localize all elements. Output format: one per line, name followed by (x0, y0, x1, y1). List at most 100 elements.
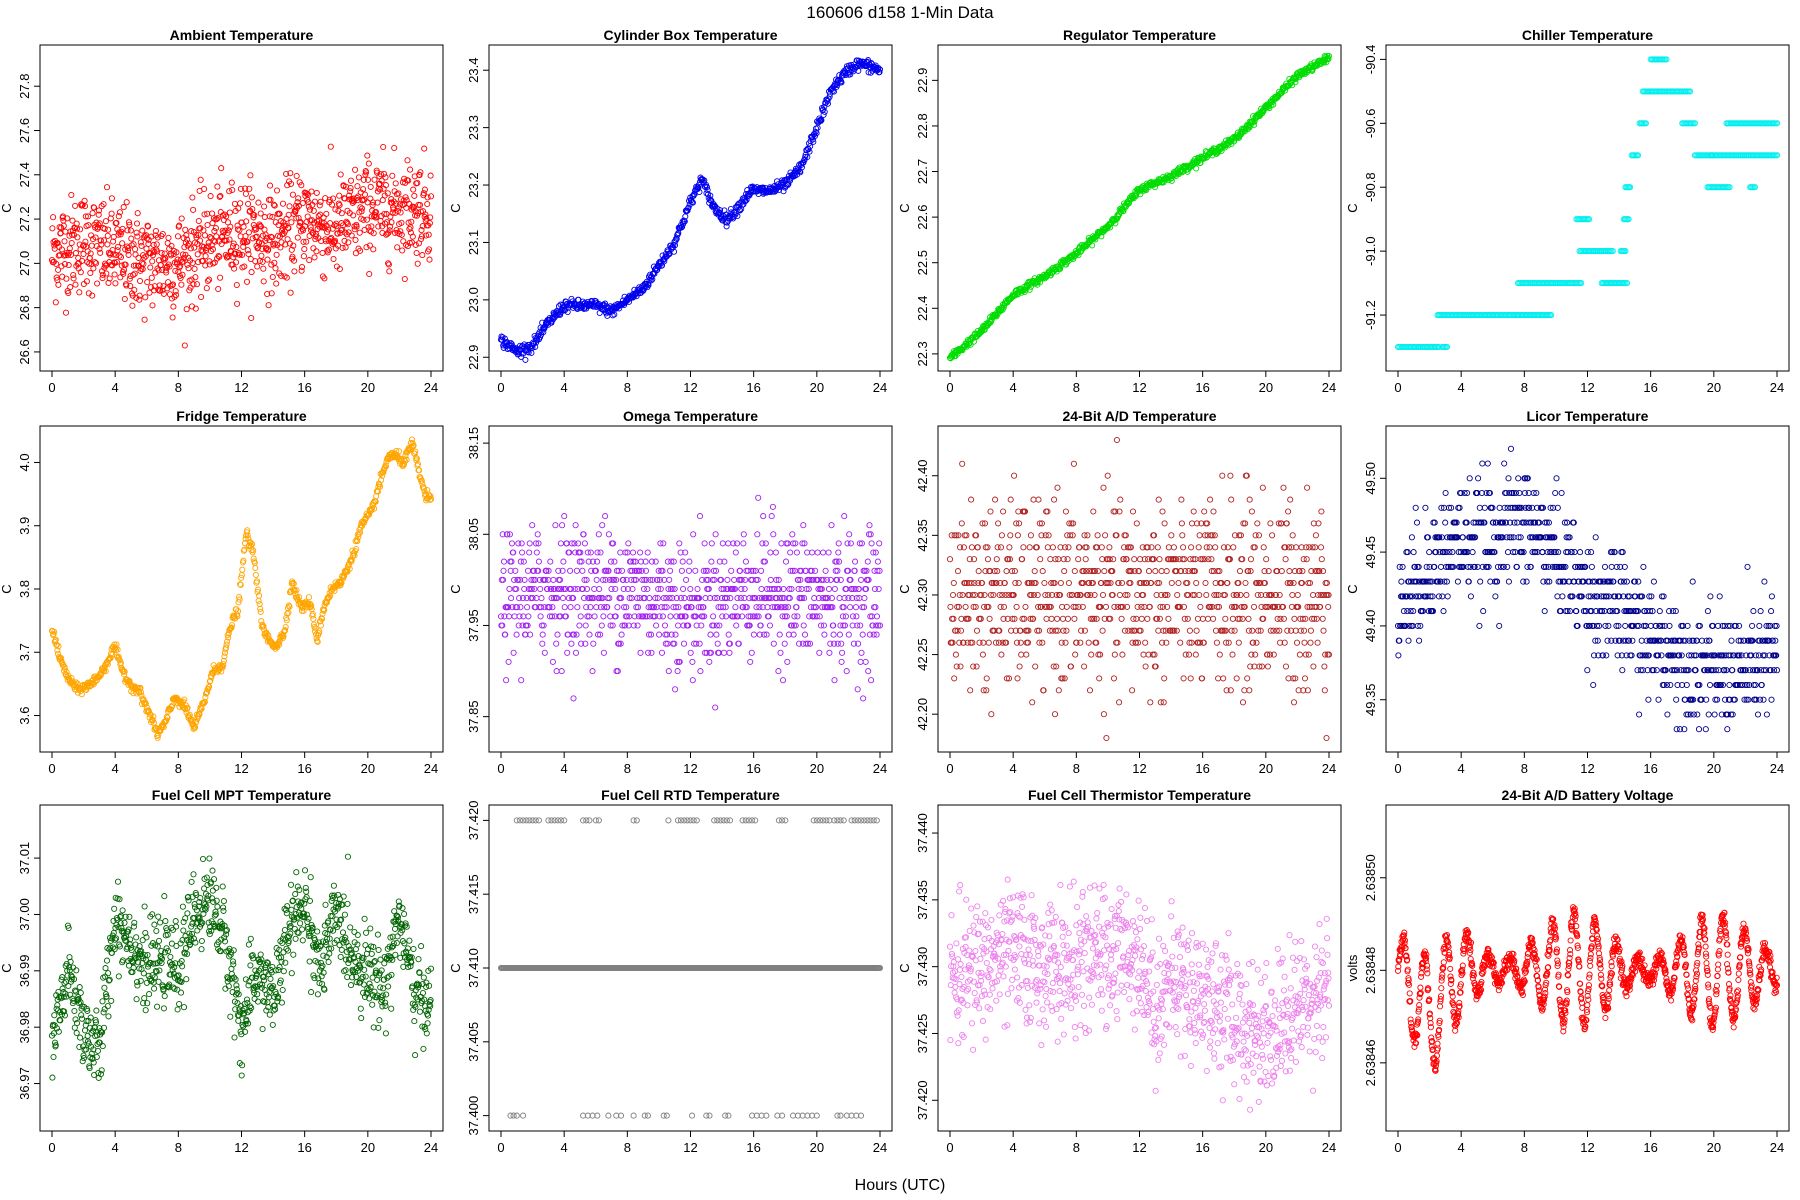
data-point (108, 195, 115, 202)
data-point (392, 180, 399, 187)
data-point (1075, 556, 1082, 563)
data-point (680, 640, 688, 647)
data-point (661, 622, 669, 629)
data-point (560, 558, 567, 565)
data-point (192, 305, 199, 312)
data-point (581, 540, 588, 547)
data-point (708, 540, 715, 547)
data-point (725, 540, 732, 547)
data-point (294, 204, 301, 211)
data-point (1064, 556, 1071, 563)
y-tick-label: -91.2 (1363, 300, 1378, 330)
data-point (201, 232, 208, 239)
data-point (181, 342, 188, 349)
data-point (305, 594, 313, 601)
data-point (155, 267, 162, 274)
x-tick-label: 0 (48, 761, 55, 776)
data-point (183, 306, 190, 313)
data-point (653, 622, 660, 629)
data-point (52, 299, 59, 306)
data-point (321, 275, 328, 282)
data-point (741, 595, 748, 602)
data-point (290, 210, 297, 217)
data-point (248, 194, 255, 201)
data-point (70, 275, 77, 282)
data-point (637, 549, 644, 556)
data-point (674, 668, 681, 675)
data-point (960, 544, 967, 551)
x-tick-label: 0 (1394, 380, 1401, 395)
data-point (369, 202, 376, 209)
data-point (1014, 675, 1021, 682)
data-point (767, 549, 774, 556)
data-point (261, 226, 268, 233)
data-point (410, 186, 417, 193)
data-point (412, 241, 419, 248)
data-point (398, 231, 405, 238)
data-point (402, 194, 409, 201)
data-point (395, 204, 402, 211)
data-point (777, 649, 784, 656)
y-tick-label: 3.8 (17, 580, 32, 598)
data-point (328, 234, 335, 241)
data-point (427, 172, 434, 179)
data-point (233, 244, 240, 251)
panel-title: 24-Bit A/D Temperature (1062, 408, 1216, 424)
data-point (611, 311, 618, 318)
data-point (689, 199, 696, 206)
x-tick-label: 16 (297, 380, 311, 395)
data-point (590, 640, 597, 647)
data-point (180, 254, 188, 261)
data-point (579, 567, 586, 574)
data-point (508, 540, 516, 547)
data-point (710, 613, 717, 620)
data-point (409, 233, 416, 240)
data-point (227, 223, 234, 230)
data-point (1003, 568, 1010, 575)
data-point (416, 201, 424, 209)
data-point (168, 242, 175, 249)
x-tick-label: 4 (112, 380, 119, 395)
data-point (177, 262, 184, 269)
data-point (525, 613, 532, 620)
data-point (557, 540, 564, 547)
x-tick-label: 8 (175, 761, 182, 776)
data-point (197, 176, 204, 183)
data-point (427, 193, 435, 200)
data-point (598, 622, 605, 629)
data-point (388, 219, 395, 226)
data-point (708, 558, 715, 565)
data-point (133, 229, 140, 236)
data-point (952, 651, 959, 658)
data-point (398, 219, 405, 226)
data-point (713, 631, 720, 638)
data-point (342, 244, 349, 251)
data-point (364, 152, 371, 159)
x-tick-label: 8 (175, 380, 182, 395)
data-point (122, 261, 129, 268)
data-point (1022, 603, 1029, 610)
data-point (258, 618, 265, 625)
data-point (61, 261, 68, 268)
data-point (169, 282, 176, 289)
data-point (701, 540, 708, 547)
data-point (257, 223, 265, 230)
data-point (273, 251, 280, 258)
data-point (249, 206, 256, 213)
data-point (526, 540, 533, 547)
data-point (734, 540, 741, 547)
data-point (336, 192, 343, 199)
data-point (241, 263, 248, 270)
data-point (368, 223, 375, 230)
panel-title: Omega Temperature (623, 408, 758, 424)
data-points (48, 143, 435, 349)
data-point (344, 221, 351, 228)
data-point (307, 224, 314, 231)
data-point (201, 211, 208, 218)
data-point (979, 651, 986, 658)
data-point (206, 261, 213, 268)
data-point (1086, 687, 1094, 694)
plot-frame (1385, 44, 1790, 372)
data-point (418, 235, 425, 243)
data-point (825, 549, 832, 556)
